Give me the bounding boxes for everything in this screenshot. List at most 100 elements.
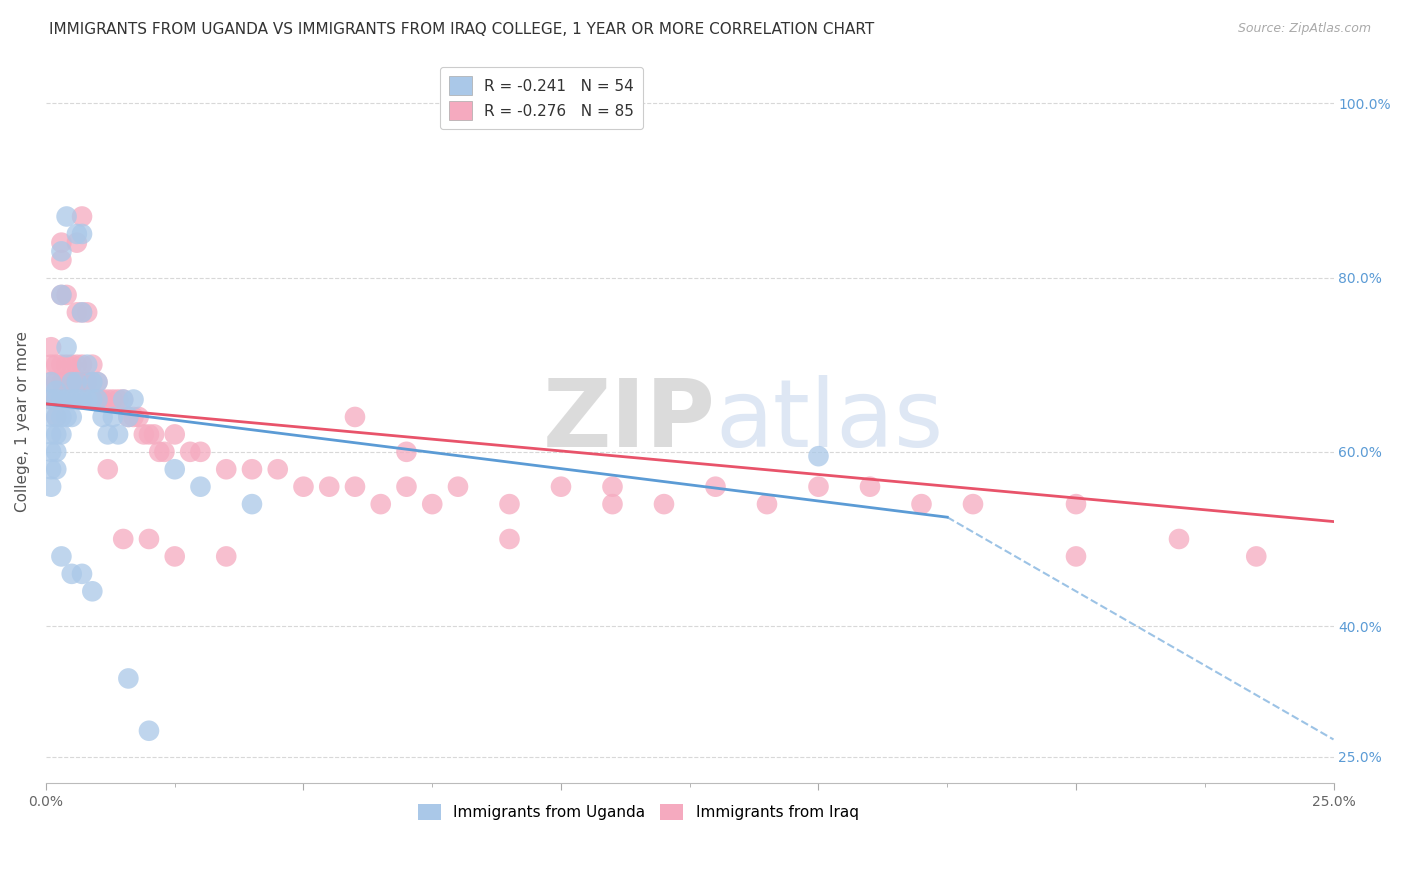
Point [190, 445, 212, 459]
Point [60, 375, 83, 389]
Point [101, 409, 124, 424]
Point [55, 358, 77, 372]
Point [51, 409, 73, 424]
Point [45, 427, 67, 442]
Point [45, 392, 67, 407]
Point [128, 409, 150, 424]
Point [39, 445, 62, 459]
Point [97, 427, 120, 442]
Point [756, 497, 779, 511]
Point [55, 392, 77, 407]
Point [70, 305, 93, 319]
Point [45, 445, 67, 459]
Point [107, 392, 129, 407]
Point [51, 253, 73, 268]
Point [76, 392, 98, 407]
Point [86, 375, 108, 389]
Point [602, 480, 624, 494]
Point [51, 288, 73, 302]
Point [70, 210, 93, 224]
Text: IMMIGRANTS FROM UGANDA VS IMMIGRANTS FROM IRAQ COLLEGE, 1 YEAR OR MORE CORRELATI: IMMIGRANTS FROM UGANDA VS IMMIGRANTS FRO… [49, 22, 875, 37]
Point [652, 497, 675, 511]
Point [76, 305, 98, 319]
Point [60, 392, 83, 407]
Point [60, 392, 83, 407]
Point [97, 392, 120, 407]
Point [138, 427, 160, 442]
Point [45, 358, 67, 372]
Point [55, 375, 77, 389]
Point [82, 375, 104, 389]
Point [51, 392, 73, 407]
Point [82, 358, 104, 372]
Point [215, 462, 238, 476]
Point [39, 375, 62, 389]
Point [215, 549, 238, 564]
Point [112, 532, 135, 546]
Y-axis label: College, 1 year or more: College, 1 year or more [15, 331, 30, 512]
Point [179, 445, 201, 459]
Point [122, 392, 145, 407]
Point [39, 392, 62, 407]
Point [292, 480, 315, 494]
Point [190, 480, 212, 494]
Point [138, 723, 160, 738]
Point [704, 480, 727, 494]
Point [66, 235, 89, 250]
Point [86, 392, 108, 407]
Point [86, 392, 108, 407]
Point [39, 358, 62, 372]
Point [51, 235, 73, 250]
Text: ZIP: ZIP [543, 376, 716, 467]
Point [117, 409, 139, 424]
Point [66, 227, 89, 241]
Point [76, 358, 98, 372]
Point [39, 392, 62, 407]
Text: Source: ZipAtlas.com: Source: ZipAtlas.com [1237, 22, 1371, 36]
Point [55, 288, 77, 302]
Point [1246, 549, 1268, 564]
Point [70, 375, 93, 389]
Point [60, 409, 83, 424]
Point [1064, 549, 1087, 564]
Point [51, 358, 73, 372]
Point [70, 358, 93, 372]
Point [39, 462, 62, 476]
Point [82, 392, 104, 407]
Point [163, 462, 186, 476]
Point [51, 244, 73, 259]
Point [39, 375, 62, 389]
Point [60, 358, 83, 372]
Point [39, 409, 62, 424]
Point [859, 480, 882, 494]
Point [70, 305, 93, 319]
Point [70, 566, 93, 581]
Point [498, 532, 520, 546]
Point [1168, 532, 1191, 546]
Point [420, 497, 443, 511]
Point [86, 392, 108, 407]
Point [86, 375, 108, 389]
Point [45, 409, 67, 424]
Point [910, 497, 932, 511]
Point [148, 445, 170, 459]
Point [39, 480, 62, 494]
Point [343, 480, 366, 494]
Point [1064, 497, 1087, 511]
Point [51, 375, 73, 389]
Point [602, 497, 624, 511]
Point [550, 480, 572, 494]
Point [51, 392, 73, 407]
Point [55, 409, 77, 424]
Point [267, 462, 290, 476]
Point [51, 427, 73, 442]
Legend: Immigrants from Uganda, Immigrants from Iraq: Immigrants from Uganda, Immigrants from … [412, 797, 865, 826]
Point [112, 392, 135, 407]
Point [962, 497, 984, 511]
Point [66, 392, 89, 407]
Point [66, 305, 89, 319]
Point [447, 480, 470, 494]
Point [143, 427, 166, 442]
Point [163, 427, 186, 442]
Point [112, 392, 135, 407]
